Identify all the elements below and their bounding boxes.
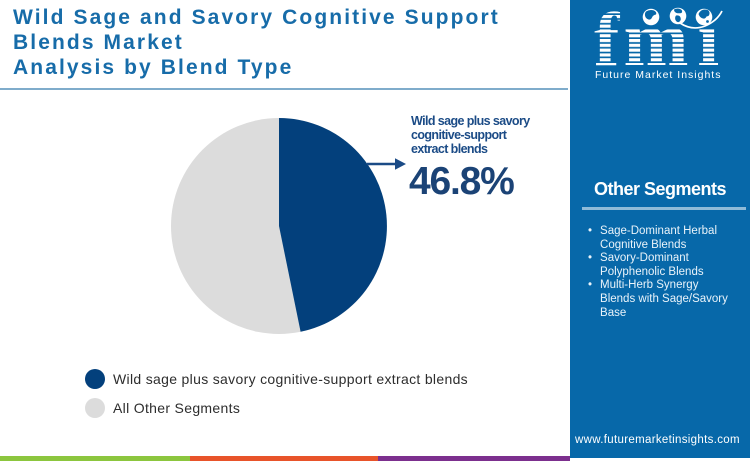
svg-text:Future Market Insights: Future Market Insights [595, 69, 721, 81]
svg-text:f: f [594, 0, 621, 82]
